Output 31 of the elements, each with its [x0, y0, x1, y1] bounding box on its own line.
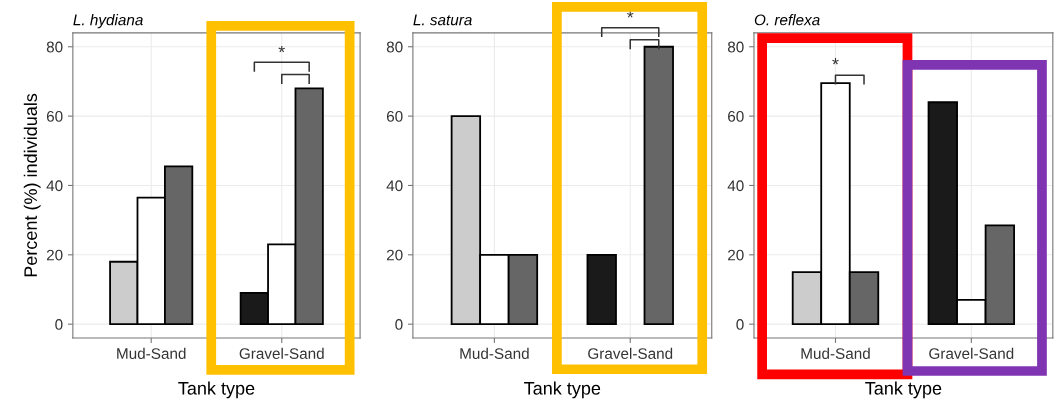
x-axis-title: Tank type [524, 381, 601, 399]
y-tick-label: 60 [386, 110, 403, 122]
text: * [627, 11, 634, 18]
x-tick-label: Gravel-Sand [929, 347, 1014, 359]
x-tick-label: Mud-Sand [460, 347, 529, 359]
y-tick-label: 60 [728, 110, 744, 122]
y-tick-label: 0 [395, 319, 403, 330]
chart-title: O. reflexa [754, 14, 820, 26]
y-tick-label: 80 [727, 41, 744, 53]
y-tick-label: 60 [46, 110, 63, 122]
y-tick-label: 20 [386, 249, 403, 261]
y-tick-label: 0 [736, 319, 744, 330]
y-tick-label: 80 [386, 41, 403, 53]
chart-title: L. hydiana [73, 14, 143, 29]
y-tick-label: 0 [55, 319, 63, 330]
x-tick-label: Gravel-Sand [239, 347, 324, 359]
y-tick-label: 20 [46, 249, 63, 261]
x-axis-title: Tank type [178, 381, 255, 399]
y-tick-label: 40 [46, 180, 63, 192]
annotation: * [278, 45, 285, 53]
y-tick-label: 40 [727, 180, 744, 192]
x-axis-title: Tank type [865, 381, 942, 399]
y-tick-label: 20 [728, 249, 744, 261]
y-tick-label: 40 [386, 180, 403, 192]
x-tick-label: Gravel-Sand [588, 347, 673, 359]
chart-title: L. satura [413, 14, 472, 26]
annotation: * [832, 58, 839, 65]
y-axis-title: Percent (%) individuals [23, 93, 41, 277]
x-tick-label: Mud-Sand [117, 347, 186, 359]
x-tick-label: Mud-Sand [801, 347, 870, 359]
y-tick-label: 80 [46, 41, 63, 53]
